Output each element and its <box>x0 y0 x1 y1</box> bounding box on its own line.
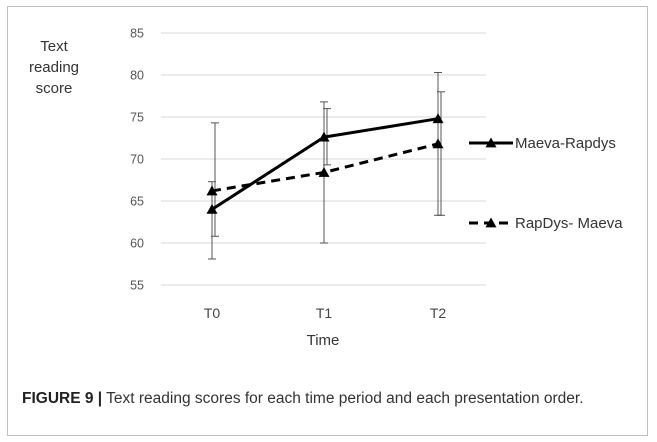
x-axis-label: Time <box>307 332 340 349</box>
series-marker <box>206 185 218 196</box>
y-tick-label: 85 <box>130 27 144 41</box>
y-tick-label: 55 <box>130 279 144 293</box>
y-tick-label: 75 <box>130 111 144 125</box>
x-tick-label: T1 <box>316 305 333 321</box>
line-chart: Text reading score 55 60 65 70 75 80 85 T0 T1 T2 T… <box>29 27 623 350</box>
legend-label: Maeva-Rapdys <box>515 135 616 152</box>
series-line-2 <box>211 142 439 193</box>
y-axis-label: Text reading score <box>29 38 79 97</box>
y-tick-label: 65 <box>130 195 144 209</box>
x-tick-label: T2 <box>430 305 447 321</box>
figure-panel: Text reading score 55 60 65 70 75 80 85 T0 T1 T2 T… <box>7 6 648 436</box>
y-tick-label: 60 <box>130 237 144 251</box>
caption-text: Text reading scores for each time period… <box>102 390 584 407</box>
legend-marker <box>485 137 497 148</box>
y-tick-labels: 55 60 65 70 75 80 85 <box>130 27 144 293</box>
legend: Maeva-Rapdys RapDys- Maeva <box>469 135 623 232</box>
caption-label: FIGURE 9 | <box>22 390 103 407</box>
series-marker <box>318 166 330 177</box>
figure-caption: FIGURE 9 | Text reading scores for each … <box>22 388 622 409</box>
y-tick-label: 80 <box>130 69 144 83</box>
y-axis-label-line: Text <box>40 38 68 55</box>
series-marker <box>432 138 444 149</box>
series-marker <box>432 113 444 124</box>
x-tick-label: T0 <box>204 305 221 321</box>
legend-label: RapDys- Maeva <box>515 215 623 232</box>
y-axis-label-line: score <box>36 80 73 97</box>
series-lines <box>206 113 444 214</box>
series-line-1 <box>211 117 439 211</box>
y-tick-label: 70 <box>130 153 144 167</box>
y-axis-label-line: reading <box>29 59 79 76</box>
x-tick-labels: T0 T1 T2 <box>204 305 447 321</box>
series-marker <box>206 203 218 214</box>
legend-marker <box>485 217 497 228</box>
error-bars <box>208 71 445 260</box>
series-marker <box>318 131 330 142</box>
